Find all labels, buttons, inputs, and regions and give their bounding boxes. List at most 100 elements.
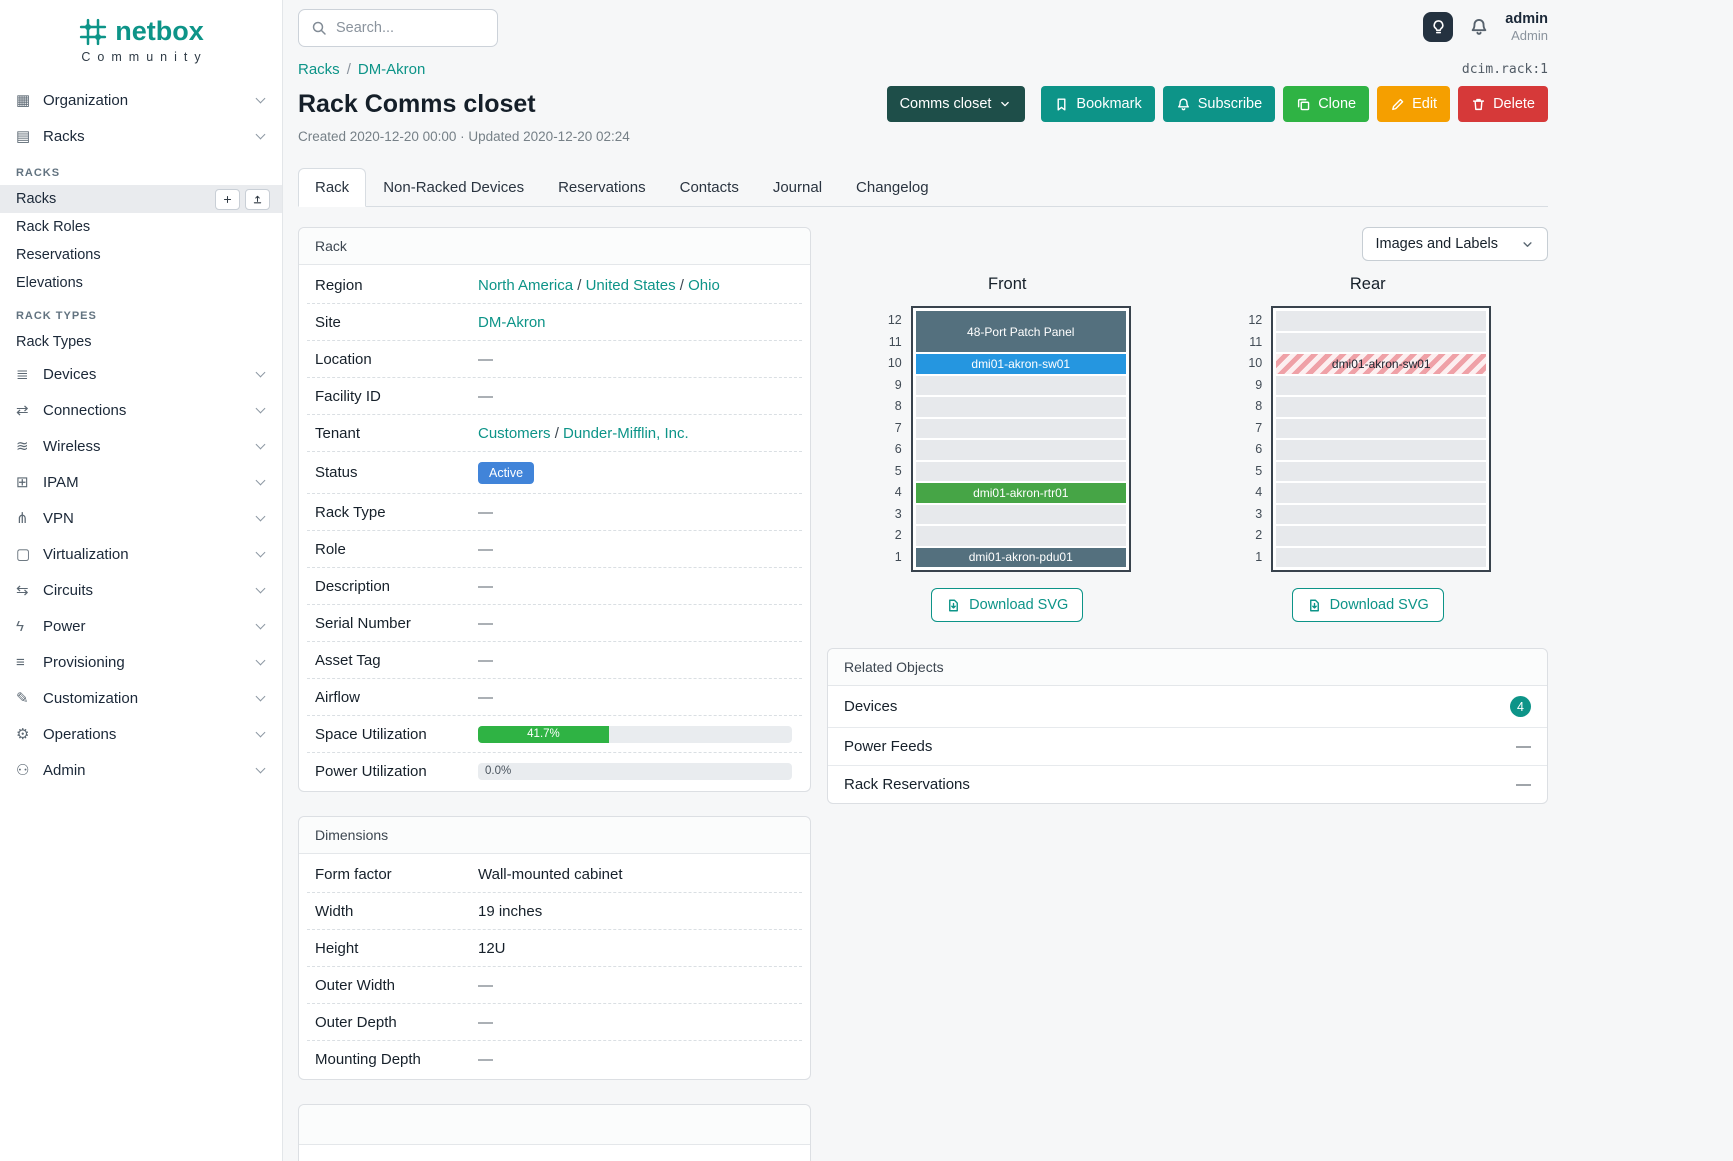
value-link-dunder-mifflin-inc[interactable]: Dunder-Mifflin, Inc. [563,424,689,442]
notifications-button[interactable] [1469,17,1489,37]
detail-value: 41.7% [478,725,794,743]
comms-closet-button[interactable]: Comms closet [886,86,1026,122]
sidebar-item-organization[interactable]: ▦ Organization [0,82,282,118]
related-row-devices[interactable]: Devices 4 [828,686,1547,728]
download-svg-label: Download SVG [1329,597,1429,613]
theme-toggle-button[interactable] [1423,12,1454,43]
sidebar-item-ipam[interactable]: ⊞ IPAM [0,464,282,500]
sidebar-subitem-label: Racks [16,191,57,207]
sidebar-item-racks[interactable]: ▤ Racks [0,118,282,154]
empty-slot[interactable] [915,418,1127,440]
empty-slot[interactable] [1275,461,1487,483]
rack-device-dmi01-akron-rtr01[interactable]: dmi01-akron-rtr01 [915,483,1126,503]
user-menu[interactable]: admin Admin [1505,11,1548,44]
bookmark-button[interactable]: Bookmark [1041,86,1155,122]
rack-device-dmi01-akron-pdu01[interactable]: dmi01-akron-pdu01 [915,547,1126,567]
empty-slot[interactable] [915,439,1127,461]
tab-bar: Rack Non-Racked Devices Reservations Contac… [298,168,1548,207]
sidebar-item-label: Organization [43,91,129,109]
empty-slot[interactable] [1275,310,1487,332]
unit-number: 10 [887,356,902,370]
sidebar-subitem-racks[interactable]: Racks [0,185,282,213]
empty-slot[interactable] [1275,482,1487,504]
value-link-customers[interactable]: Customers [478,424,551,442]
empty-slot[interactable] [1275,396,1487,418]
empty-slot[interactable] [915,396,1127,418]
empty-slot[interactable] [1275,375,1487,397]
add-button[interactable] [215,188,240,210]
related-row-power-feeds[interactable]: Power Feeds — [828,728,1547,766]
empty-value: — [478,614,493,632]
clone-button[interactable]: Clone [1283,86,1370,122]
sidebar-item-devices[interactable]: ≣ Devices [0,356,282,392]
detail-row-serial-number: Serial Number — [307,605,802,642]
sidebar-subitem-elevations[interactable]: Elevations [0,269,282,297]
related-objects-card: Related Objects Devices 4 Power Feeds — Rack… [827,648,1548,804]
devices-icon: ≣ [16,366,29,383]
rack-device-dmi01-akron-sw01[interactable]: dmi01-akron-sw01 [1276,354,1487,374]
sidebar-item-provisioning[interactable]: ≡ Provisioning [0,644,282,680]
breadcrumb-link-dm-akron[interactable]: DM-Akron [357,61,426,78]
tab-non-racked-devices[interactable]: Non-Racked Devices [383,179,525,196]
unit-number: 12 [1248,313,1263,327]
tab-reservations[interactable]: Reservations [558,179,646,196]
sidebar-subitem-rack-roles[interactable]: Rack Roles [0,213,282,241]
empty-slot[interactable] [915,375,1127,397]
import-button[interactable] [245,188,270,210]
download-svg-button[interactable]: Download SVG [1291,588,1444,622]
empty-slot[interactable] [1275,504,1487,526]
empty-slot[interactable] [1275,439,1487,461]
tab-contacts[interactable]: Contacts [679,179,739,196]
value-link-dm-akron[interactable]: DM-Akron [478,313,546,331]
chevron-down-icon [255,583,266,593]
download-svg-button[interactable]: Download SVG [931,588,1084,622]
breadcrumb-row: Racks / DM-Akron dcim.rack:1 [298,61,1548,78]
related-row-rack-reservations[interactable]: Rack Reservations — [828,766,1547,803]
empty-slot[interactable] [915,461,1127,483]
detail-label: Height [315,939,359,957]
rack-device-dmi01-akron-sw01[interactable]: dmi01-akron-sw01 [915,354,1126,374]
empty-count: — [1516,738,1531,755]
edit-button[interactable]: Edit [1377,86,1451,122]
sidebar-item-circuits[interactable]: ⇆ Circuits [0,572,282,608]
empty-slot[interactable] [1275,525,1487,547]
sidebar-item-operations[interactable]: ⚙ Operations [0,716,282,752]
netbox-logo[interactable]: netbox Community [0,0,282,68]
empty-value: — [478,503,493,521]
delete-button[interactable]: Delete [1458,86,1548,122]
tab-rack[interactable]: Rack [298,168,367,207]
sidebar-item-power[interactable]: ϟ Power [0,608,282,644]
sidebar-item-vpn[interactable]: ⋔ VPN [0,500,282,536]
sidebar-item-admin[interactable]: ⚇ Admin [0,752,282,788]
tab-changelog[interactable]: Changelog [856,179,929,196]
detail-label: Tenant [315,424,361,442]
tab-journal[interactable]: Journal [772,179,823,196]
breadcrumb-link-racks[interactable]: Racks [298,61,340,78]
search-box[interactable] [298,8,498,47]
chevron-down-icon [255,93,266,103]
sidebar-subitem-reservations[interactable]: Reservations [0,241,282,269]
unit-number: 5 [1255,463,1263,478]
empty-slot[interactable] [1275,332,1487,354]
unit-number: 11 [1249,334,1263,349]
sidebar-item-connections[interactable]: ⇄ Connections [0,392,282,428]
value-link-united-states[interactable]: United States [585,276,676,294]
empty-value: — [478,350,493,368]
sidebar-item-wireless[interactable]: ≋ Wireless [0,428,282,464]
rack-device-48-port-patch-panel[interactable]: 48-Port Patch Panel [915,311,1126,352]
sidebar-item-virtualization[interactable]: ▢ Virtualization [0,536,282,572]
elevation-view-select[interactable]: Images and Labels [1362,227,1548,261]
sidebar-item-customization[interactable]: ✎ Customization [0,680,282,716]
download-svg-label: Download SVG [969,597,1069,613]
subscribe-button[interactable]: Subscribe [1162,86,1276,122]
empty-slot[interactable] [1275,547,1487,569]
search-input[interactable] [336,19,485,36]
value-link-north-america[interactable]: North America [478,276,574,294]
value-link-ohio[interactable]: Ohio [688,276,720,294]
sidebar-subitem-rack-types[interactable]: Rack Types [0,328,282,356]
empty-slot[interactable] [915,525,1127,547]
related-objects-title: Related Objects [828,649,1547,686]
breadcrumb: Racks / DM-Akron [298,61,425,78]
empty-slot[interactable] [1275,418,1487,440]
empty-slot[interactable] [915,504,1127,526]
